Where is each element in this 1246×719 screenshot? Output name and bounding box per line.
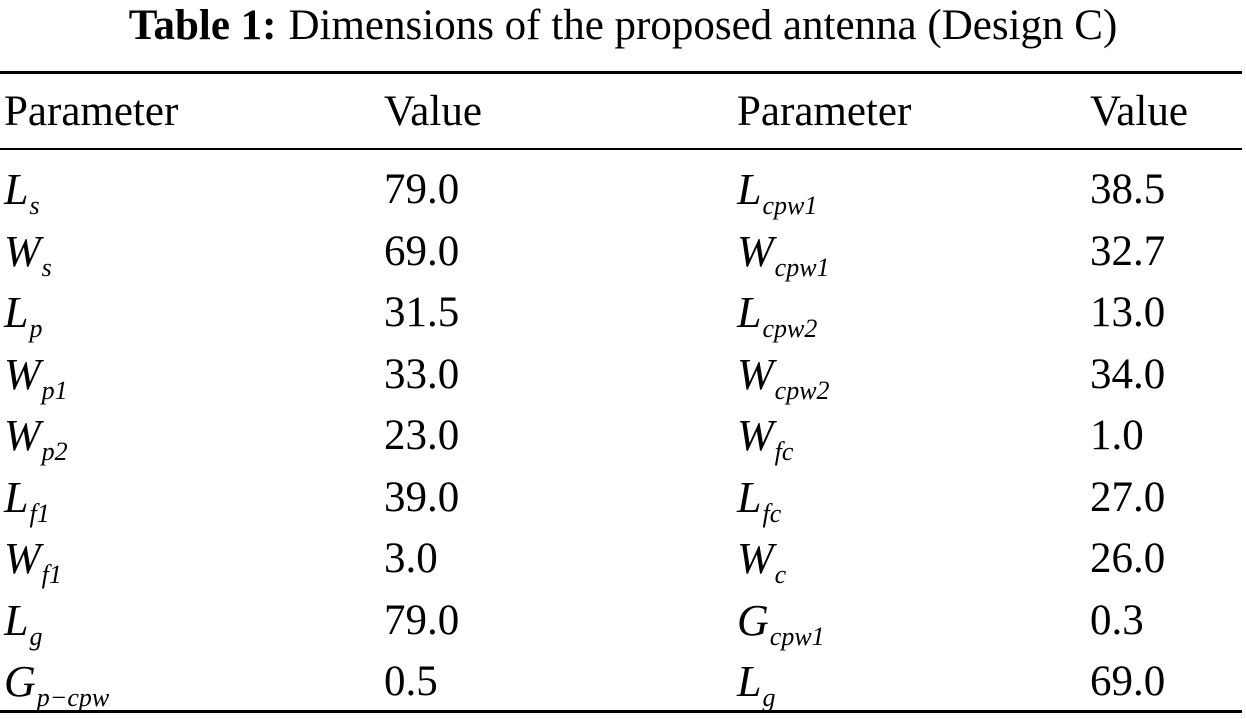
value-cell-right: 13.0 <box>1090 289 1166 336</box>
parameter-symbol: G <box>4 657 36 706</box>
parameter-symbol: W <box>4 411 41 460</box>
parameter-subscript: s <box>41 252 52 282</box>
value-cell-right: 27.0 <box>1090 473 1166 521</box>
parameter-symbol: W <box>4 534 41 583</box>
parameter-cell-right: Lg <box>737 651 775 719</box>
value-cell-right: 1.0 <box>1090 412 1144 459</box>
parameter-cell-right: Lcpw1 <box>737 159 817 227</box>
header-value-right: Value <box>1090 88 1188 135</box>
parameter-symbol: W <box>737 411 774 460</box>
header-parameter-left: Parameter <box>4 88 179 135</box>
value-cell-right: 69.0 <box>1090 658 1166 705</box>
parameter-cell-right: Gcpw1 <box>737 590 825 658</box>
parameter-subscript: p2 <box>41 437 68 466</box>
value-cell-left: 31.5 <box>384 289 460 336</box>
value-cell-left: 33.0 <box>384 350 460 398</box>
parameter-subscript: c <box>774 560 787 589</box>
parameter-symbol: L <box>737 165 762 214</box>
value-cell-left: 23.0 <box>384 412 460 459</box>
parameter-subscript: p−cpw <box>36 683 110 712</box>
parameter-subscript: f1 <box>29 498 50 528</box>
parameter-symbol: W <box>4 349 41 399</box>
parameter-cell-left: Wp2 <box>4 405 68 473</box>
value-cell-right: 38.5 <box>1090 166 1166 213</box>
value-cell-left: 79.0 <box>384 596 460 644</box>
parameter-cell-left: Ws <box>4 221 52 289</box>
parameter-symbol: W <box>737 534 774 583</box>
parameter-subscript: fc <box>762 498 782 528</box>
parameter-symbol: L <box>737 288 762 337</box>
table-row: Ws 69.0 Wcpw1 32.7 <box>0 221 1246 283</box>
table-caption-label: Table 1: <box>128 2 277 49</box>
table-caption: Table 1: Dimensions of the proposed anten… <box>0 0 1246 52</box>
value-cell-right: 34.0 <box>1090 350 1166 398</box>
value-cell-right: 26.0 <box>1090 535 1166 582</box>
value-cell-left: 0.5 <box>384 658 438 705</box>
table-row: Wp1 33.0 Wcpw2 34.0 <box>0 344 1246 406</box>
parameter-symbol: L <box>4 595 29 645</box>
value-cell-left: 79.0 <box>384 166 460 213</box>
parameter-subscript: cpw1 <box>769 621 825 651</box>
parameter-cell-right: Wcpw1 <box>737 221 830 289</box>
parameter-symbol: W <box>737 349 774 399</box>
header-parameter-right: Parameter <box>737 88 912 135</box>
parameter-subscript: cpw2 <box>762 314 818 343</box>
parameter-cell-right: Wfc <box>737 405 793 473</box>
parameter-subscript: p1 <box>41 375 68 405</box>
parameter-cell-right: Lfc <box>737 467 781 535</box>
parameter-symbol: L <box>737 472 762 522</box>
parameter-subscript: g <box>29 621 43 651</box>
parameter-subscript: fc <box>774 437 794 466</box>
parameter-cell-right: Wc <box>737 528 786 596</box>
value-cell-right: 0.3 <box>1090 596 1144 644</box>
parameter-subscript: s <box>29 191 40 220</box>
table-row: Gp−cpw 0.5 Lg 69.0 <box>0 651 1246 713</box>
value-cell-left: 39.0 <box>384 473 460 521</box>
table-row: Lf1 39.0 Lfc 27.0 <box>0 467 1246 529</box>
table-header-rule <box>0 148 1242 150</box>
parameter-cell-left: Lg <box>4 590 42 658</box>
table-row: Lp 31.5 Lcpw2 13.0 <box>0 282 1246 344</box>
parameter-cell-left: Ls <box>4 159 40 227</box>
table-top-rule <box>0 71 1242 74</box>
table-caption-text: Dimensions of the proposed antenna (Desi… <box>288 2 1118 49</box>
parameter-symbol: W <box>737 226 774 276</box>
parameter-symbol: W <box>4 226 41 276</box>
parameter-symbol: L <box>4 472 29 522</box>
parameter-symbol: G <box>737 595 769 645</box>
table-row: Wp2 23.0 Wfc 1.0 <box>0 405 1246 467</box>
value-cell-right: 32.7 <box>1090 227 1166 275</box>
table-row: Ls 79.0 Lcpw1 38.5 <box>0 159 1246 221</box>
table-row: Wf1 3.0 Wc 26.0 <box>0 528 1246 590</box>
table-header-row: Parameter Value Parameter Value <box>0 80 1246 144</box>
parameter-symbol: L <box>4 288 29 337</box>
parameter-symbol: L <box>737 657 762 706</box>
parameter-cell-left: Gp−cpw <box>4 651 109 719</box>
parameter-subscript: cpw2 <box>774 375 830 405</box>
parameter-cell-left: Wp1 <box>4 344 68 412</box>
parameter-cell-right: Wcpw2 <box>737 344 830 412</box>
value-cell-left: 69.0 <box>384 227 460 275</box>
parameter-subscript: cpw1 <box>762 191 818 220</box>
parameter-subscript: f1 <box>41 560 62 589</box>
table-bottom-rule <box>0 710 1242 713</box>
parameter-subscript: cpw1 <box>774 252 830 282</box>
parameter-symbol: L <box>4 165 29 214</box>
parameter-cell-left: Lp <box>4 282 42 350</box>
table-row: Lg 79.0 Gcpw1 0.3 <box>0 590 1246 652</box>
parameter-subscript: g <box>762 683 776 712</box>
parameter-cell-left: Lf1 <box>4 467 50 535</box>
parameter-cell-right: Lcpw2 <box>737 282 817 350</box>
header-value-left: Value <box>384 88 482 135</box>
value-cell-left: 3.0 <box>384 535 438 582</box>
parameter-cell-left: Wf1 <box>4 528 62 596</box>
parameter-subscript: p <box>29 314 43 343</box>
